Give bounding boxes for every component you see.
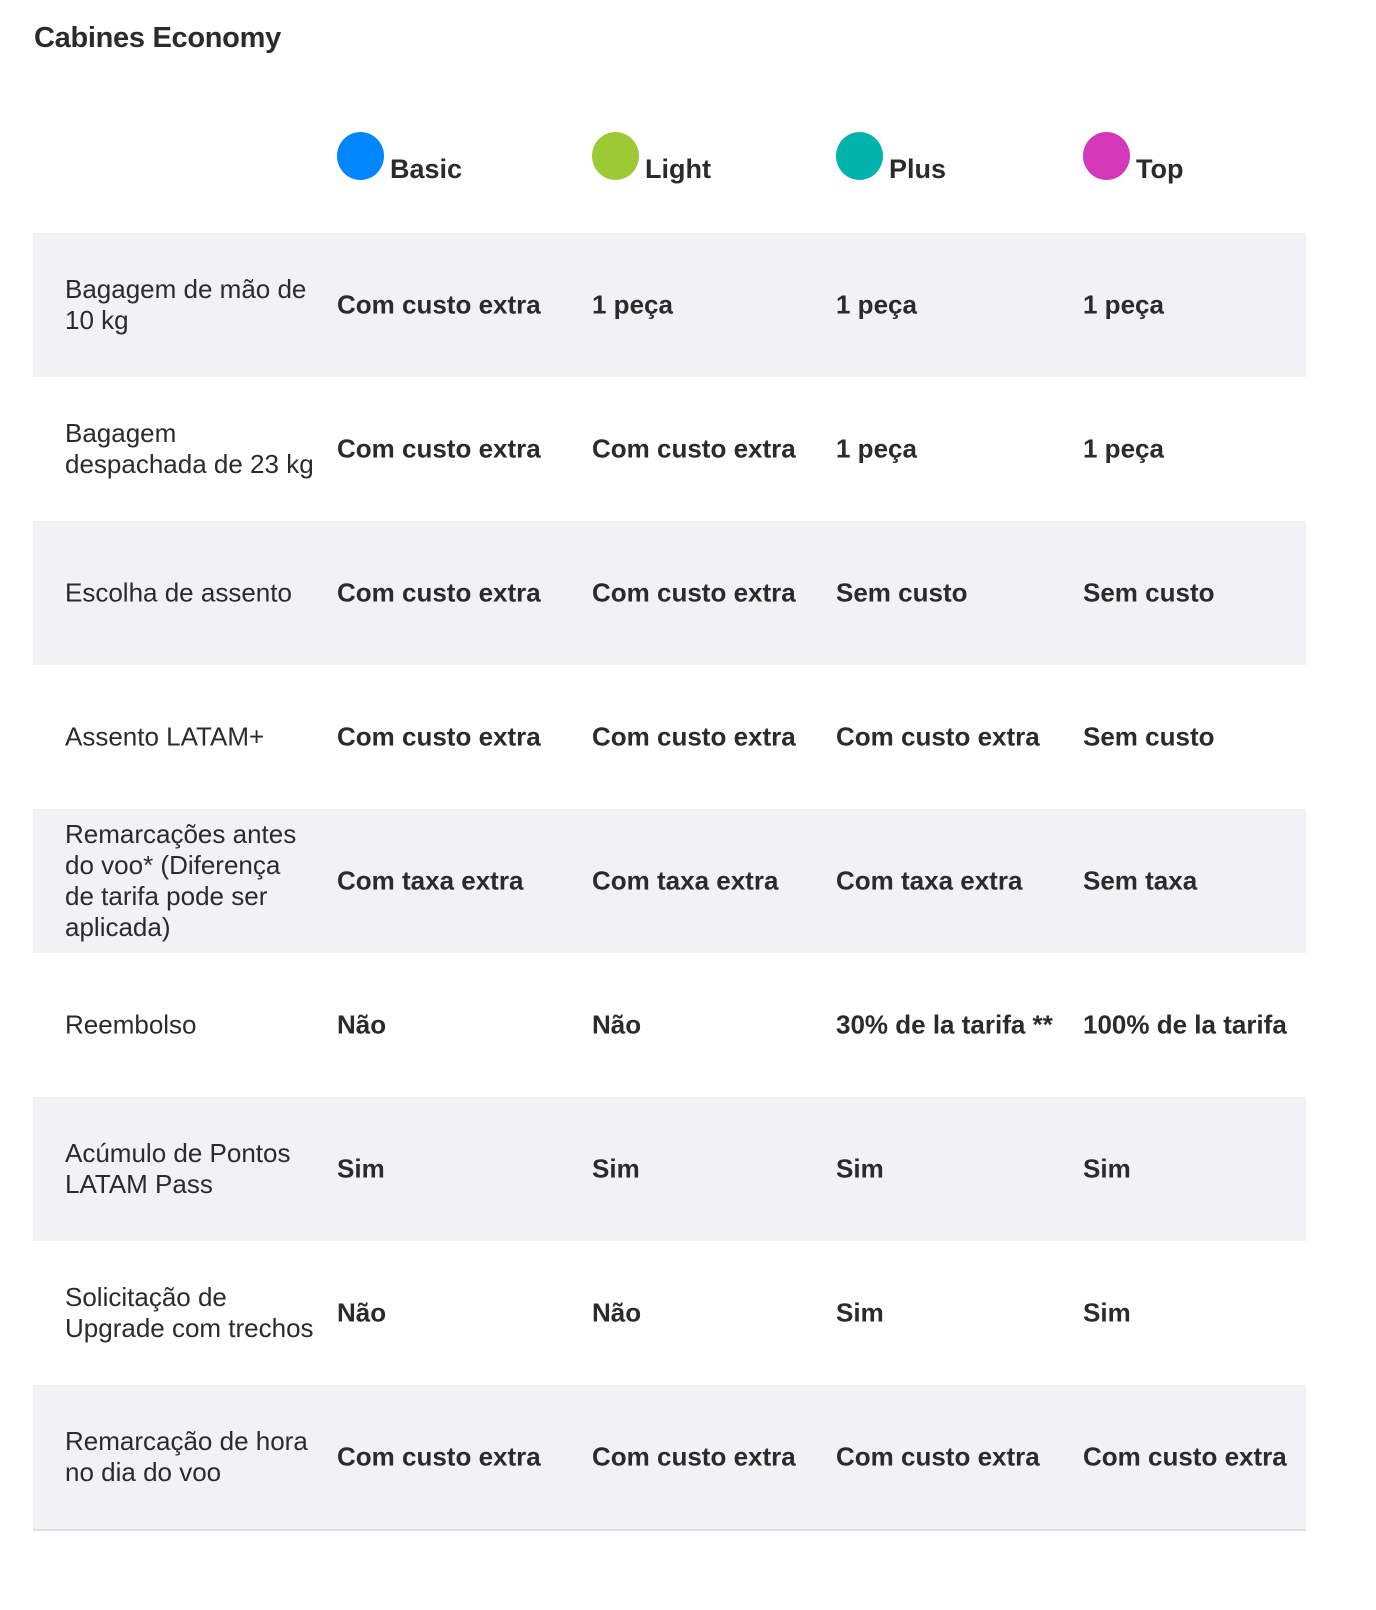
- top-value: 100% de la tarifa: [1083, 1009, 1287, 1040]
- table-row: Bagagem de mão de 10 kg Com custo extra …: [33, 233, 1306, 377]
- fare-name: Plus: [889, 154, 947, 184]
- light-value: 1 peça: [592, 289, 673, 320]
- basic-value: Com custo extra: [337, 1441, 541, 1472]
- table-row: Reembolso Não Não 30% de la tarifa ** 10…: [33, 953, 1306, 1097]
- light-value: Não: [592, 1297, 642, 1328]
- table-row: Acúmulo de Pontos LATAM Pass Sim Sim Sim…: [33, 1097, 1306, 1241]
- fare-color-dot-icon: [1083, 132, 1130, 180]
- feature-label: Bagagem de mão de 10 kg: [65, 274, 307, 335]
- plus-value: Sim: [836, 1153, 884, 1184]
- fare-color-dot-icon: [836, 132, 883, 180]
- top-value: Sim: [1083, 1153, 1131, 1184]
- top-value: Sem custo: [1083, 577, 1215, 608]
- basic-value: Não: [337, 1297, 387, 1328]
- plus-value: Sem custo: [836, 577, 968, 608]
- basic-value: Com taxa extra: [337, 865, 524, 896]
- basic-value: Com custo extra: [337, 577, 541, 608]
- light-value: Sim: [592, 1153, 640, 1184]
- plus-value: Com custo extra: [836, 721, 1040, 752]
- feature-label: Acúmulo de Pontos LATAM Pass: [65, 1138, 291, 1199]
- feature-label: Bagagem despachada de 23 kg: [65, 418, 314, 479]
- fare-color-dot-icon: [592, 132, 639, 180]
- top-value: 1 peça: [1083, 433, 1164, 464]
- feature-label: Remarcações antes do voo* (Diferença de …: [65, 819, 297, 942]
- top-value: Sem taxa: [1083, 865, 1198, 896]
- table-row: Remarcações antes do voo* (Diferença de …: [33, 809, 1306, 953]
- feature-label: Escolha de assento: [65, 577, 292, 608]
- top-value: Com custo extra: [1083, 1441, 1287, 1472]
- table-row: Remarcação de hora no dia do voo Com cus…: [33, 1385, 1306, 1529]
- fare-name: Light: [645, 154, 711, 184]
- table-row: Solicitação de Upgrade com trechos Não N…: [33, 1241, 1306, 1385]
- light-value: Não: [592, 1009, 642, 1040]
- basic-value: Sim: [337, 1153, 385, 1184]
- page-title: Cabines Economy: [34, 22, 281, 54]
- plus-value: Sim: [836, 1297, 884, 1328]
- top-value: 1 peça: [1083, 289, 1164, 320]
- feature-label: Solicitação de Upgrade com trechos: [65, 1282, 314, 1343]
- fare-header-row: Basic Light Plus Top: [33, 120, 1306, 233]
- light-value: Com custo extra: [592, 1441, 796, 1472]
- fare-name: Top: [1136, 154, 1184, 184]
- basic-value: Com custo extra: [337, 721, 541, 752]
- basic-value: Com custo extra: [337, 433, 541, 464]
- light-value: Com taxa extra: [592, 865, 779, 896]
- top-value: Sim: [1083, 1297, 1131, 1328]
- light-value: Com custo extra: [592, 433, 796, 464]
- table-row: Bagagem despachada de 23 kg Com custo ex…: [33, 377, 1306, 521]
- plus-value: 30% de la tarifa **: [836, 1009, 1053, 1040]
- plus-value: Com taxa extra: [836, 865, 1023, 896]
- plus-value: Com custo extra: [836, 1441, 1040, 1472]
- plus-value: 1 peça: [836, 433, 917, 464]
- plus-value: 1 peça: [836, 289, 917, 320]
- light-value: Com custo extra: [592, 721, 796, 752]
- light-value: Com custo extra: [592, 577, 796, 608]
- table-row: Escolha de assento Com custo extra Com c…: [33, 521, 1306, 665]
- feature-label: Reembolso: [65, 1009, 197, 1040]
- top-value: Sem custo: [1083, 721, 1215, 752]
- feature-label: Remarcação de hora no dia do voo: [65, 1426, 308, 1487]
- fare-color-dot-icon: [337, 132, 384, 180]
- table-row: Assento LATAM+ Com custo extra Com custo…: [33, 665, 1306, 809]
- fare-comparison-table: Bagagem de mão de 10 kg Com custo extra …: [33, 233, 1306, 1531]
- basic-value: Não: [337, 1009, 387, 1040]
- feature-label: Assento LATAM+: [65, 721, 265, 752]
- basic-value: Com custo extra: [337, 289, 541, 320]
- fare-name: Basic: [390, 154, 463, 184]
